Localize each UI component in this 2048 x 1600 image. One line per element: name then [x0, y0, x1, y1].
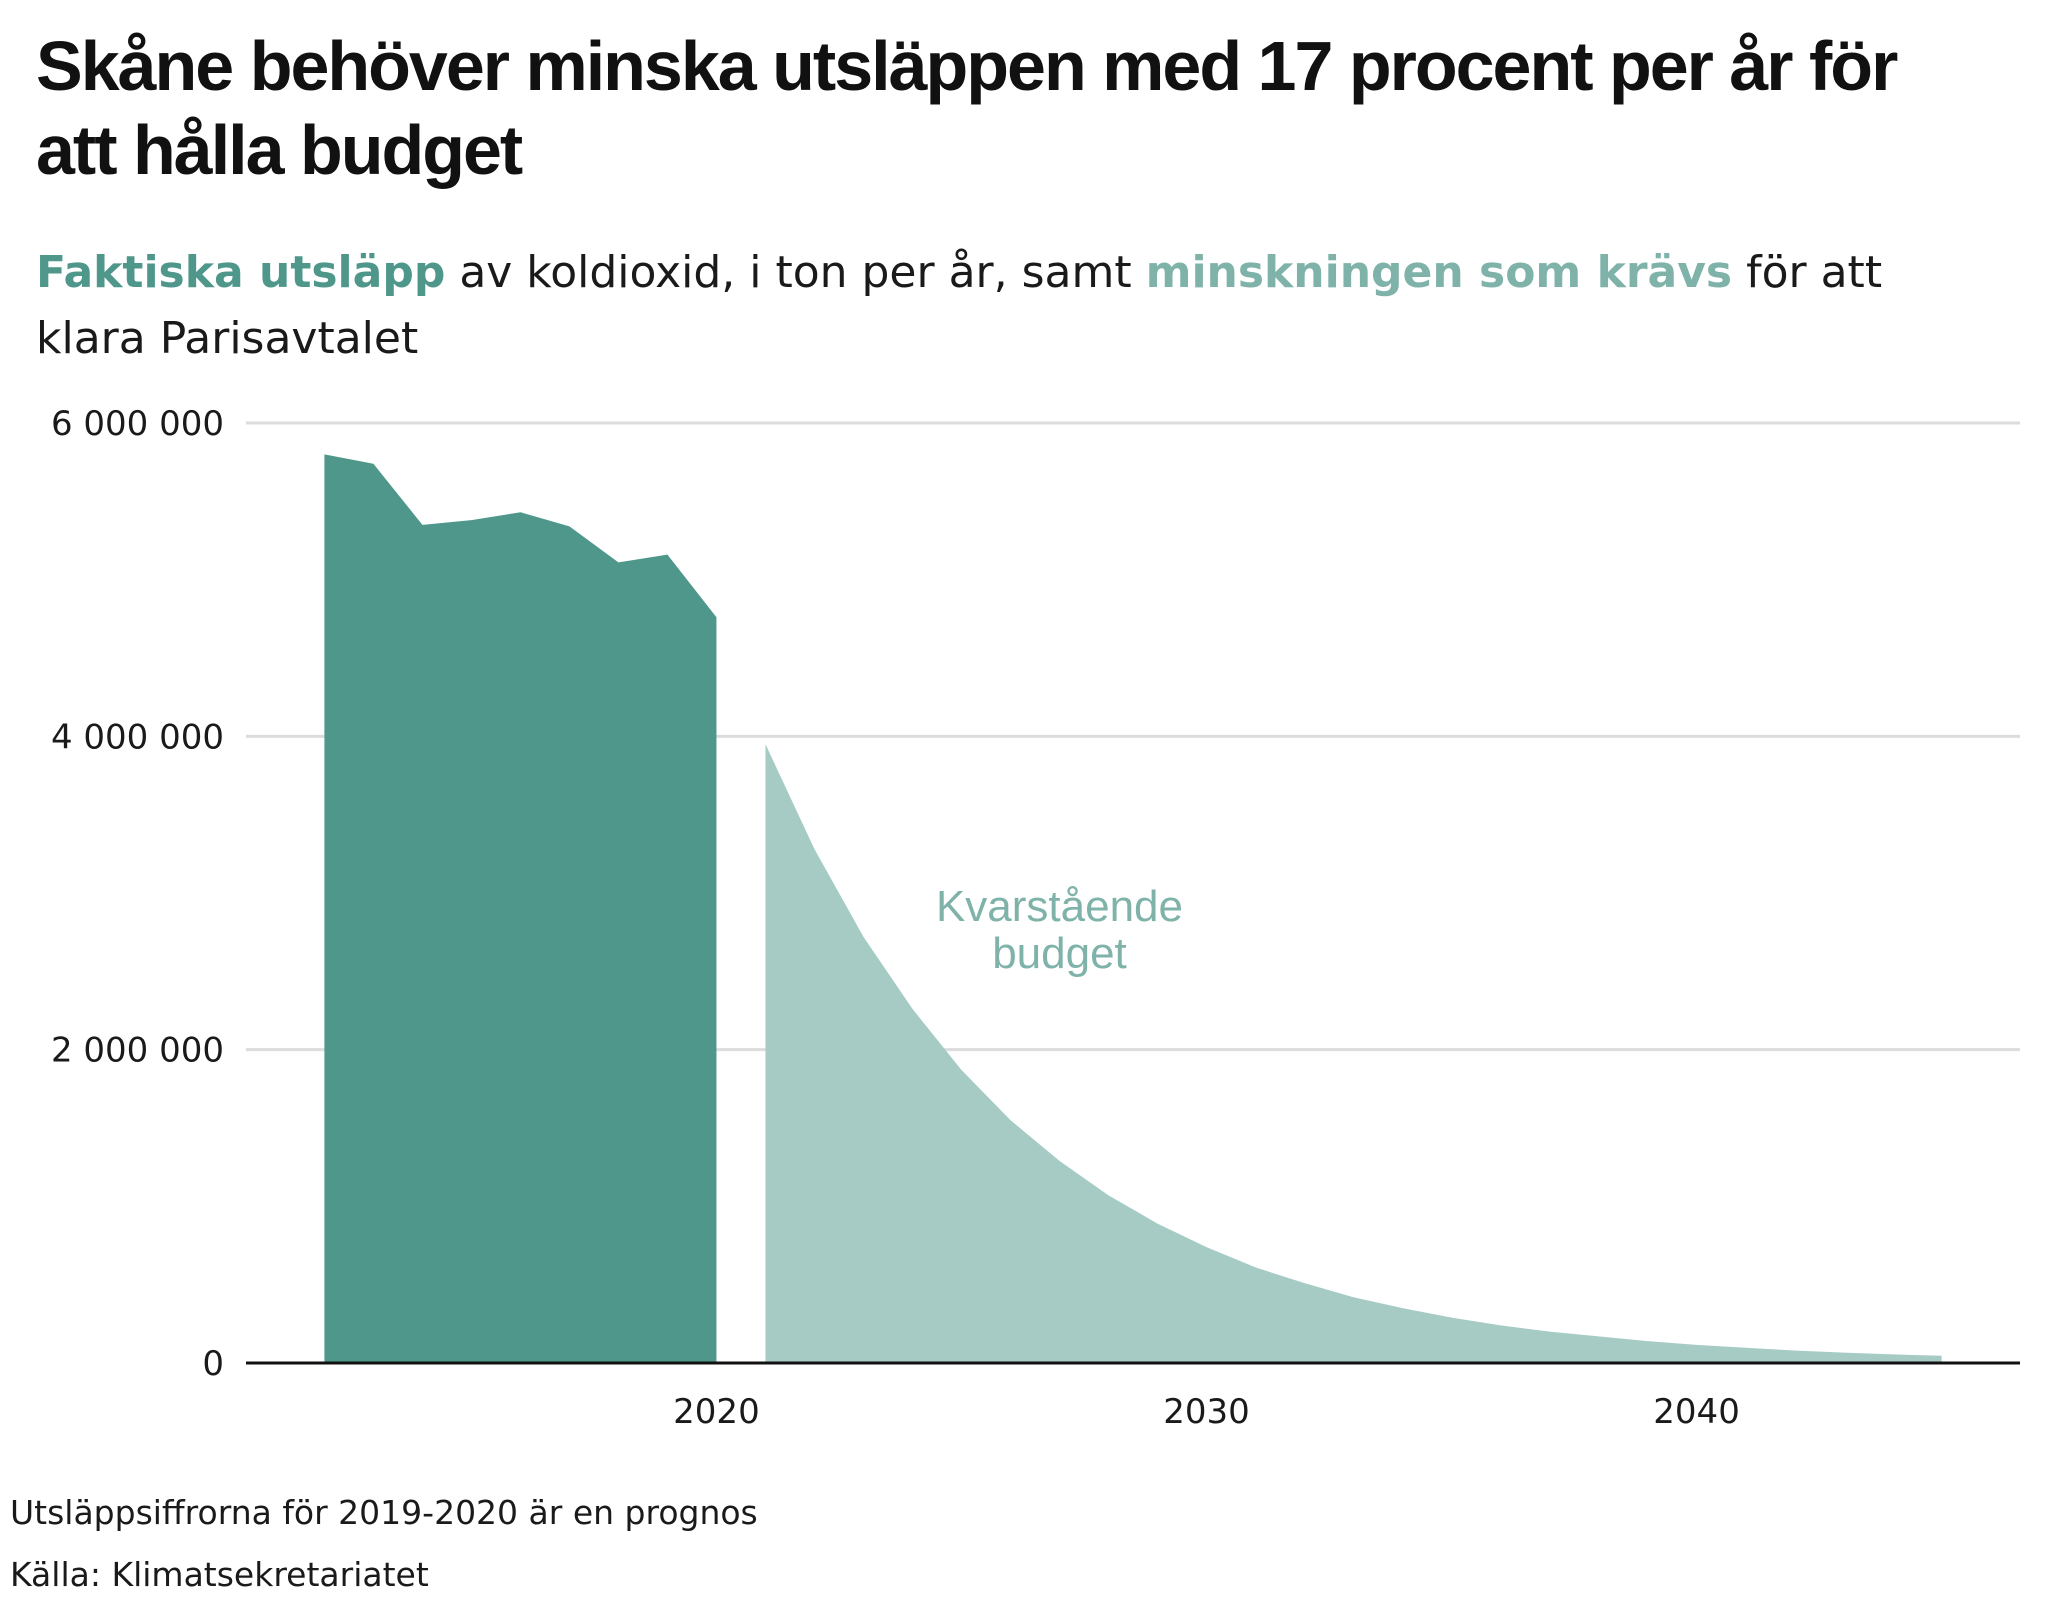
source-note: Källa: Klimatsekretariatet: [10, 1555, 429, 1594]
axes: 0 2 000 000 4 000 000 6 000 000 2020 2030 2040: [51, 404, 2020, 1432]
forecast-note: Utsläppsiffrorna för 2019-2020 är en pro…: [10, 1493, 758, 1532]
x-tick-label-2: 2040: [1653, 1392, 1740, 1432]
subtitle-text-1: av koldioxid, i ton per år, samt: [445, 247, 1146, 298]
x-tick-label-0: 2020: [673, 1392, 760, 1432]
area-actual-emissions: [324, 454, 717, 1363]
subtitle-text-2: för att klara Parisavtalet: [36, 247, 1883, 364]
legend-actual-emissions: Faktiska utsläpp: [36, 247, 446, 298]
chart-subtitle: Faktiska utsläpp av koldioxid, i ton per…: [36, 240, 1996, 372]
x-tick-label-1: 2030: [1163, 1392, 1250, 1432]
annotation-remaining-budget-0: Kvarstående: [936, 882, 1183, 931]
legend-required-reduction: minskningen som krävs: [1145, 247, 1733, 298]
y-tick-label-0: 0: [202, 1344, 224, 1384]
chart-title: Skåne behöver minska utsläppen med 17 pr…: [36, 27, 1898, 189]
data-areas: [324, 454, 1942, 1363]
area-required-reduction: [765, 744, 1942, 1363]
y-tick-label-1: 2 000 000: [51, 1031, 224, 1071]
y-tick-label-3: 6 000 000: [51, 404, 224, 444]
emissions-area-chart: 0 2 000 000 4 000 000 6 000 000 2020 2030 2040…: [51, 404, 2020, 1432]
y-tick-label-2: 4 000 000: [51, 717, 224, 757]
annotation-remaining-budget-1: budget: [992, 929, 1127, 978]
